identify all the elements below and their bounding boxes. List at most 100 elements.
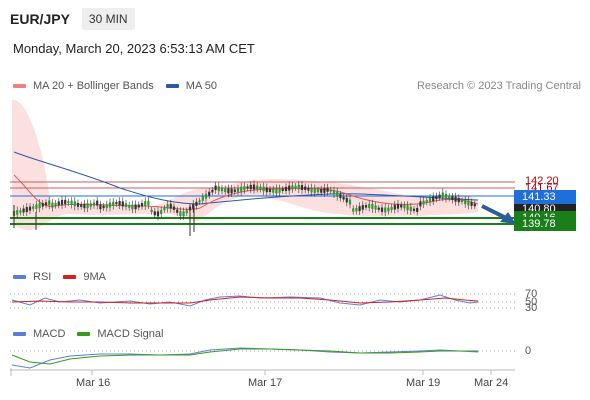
candle-body [243,186,246,191]
candle-body [35,204,38,209]
candle-body [153,211,156,216]
candle-body [336,191,339,197]
candle-body [25,207,28,213]
candle-body [86,203,89,209]
candle-body [201,196,204,201]
candle-body [80,204,83,207]
rsi-level-30: 30 [525,302,538,314]
timeframe-badge[interactable]: 30 MIN [81,8,135,30]
candle-body [473,203,476,207]
candle-body [320,189,323,193]
candle-body [297,184,300,190]
candle-body [304,186,307,190]
candle-body [227,188,230,194]
candle-body [268,189,272,193]
macd-legend: MACD MACD Signal [13,328,175,340]
candle-body [403,204,406,209]
candle-body [326,187,329,192]
candle-body [131,204,134,210]
candle-body [374,205,377,210]
candle-body [396,203,400,209]
candle-body [278,188,281,193]
candle-body [406,205,409,211]
candle-body [144,201,147,207]
x-label-mar17: Mar 17 [248,377,283,389]
price-candles [12,180,476,236]
candle-body [89,203,92,207]
candle-body [441,192,444,198]
candle-body [454,196,457,202]
candle-body [307,187,310,191]
candle-body [419,201,422,207]
candle-body [118,200,121,206]
candle-body [44,202,48,206]
candle-body [54,202,57,206]
support-2-label: 139.78 [514,217,576,231]
candle-body [464,199,467,205]
candle-body [198,200,201,203]
candle-body [220,187,224,192]
candle-body [105,204,108,209]
candle-body [137,204,140,208]
candle-body [70,200,73,205]
candle-body [444,193,448,199]
candle-body [252,184,256,190]
candle-body [272,189,275,193]
candle-body [256,185,259,190]
candle-body [291,185,294,190]
candle-body [288,185,291,191]
candle-body [115,202,118,205]
legend-rsi: RSI [13,271,51,283]
candle-body [358,206,361,212]
candle-body [313,188,316,194]
candle-body [368,204,371,208]
candle-body [262,186,265,192]
candle-body [348,199,352,205]
candle-body [60,199,64,205]
chart-datetime: Monday, March 20, 2023 6:53:13 AM CET [13,41,255,56]
candle-body [457,198,460,203]
candle-body [163,207,166,211]
candle-body [172,206,176,210]
candle-body [316,189,320,193]
candle-body [361,205,364,210]
candle-body [16,210,19,215]
candle-body [140,203,144,207]
instrument-name: EUR/JPY [10,11,70,27]
candle-body [156,211,160,217]
candle-body [371,203,374,209]
candle-body [377,207,380,210]
candle-body [182,211,185,217]
legend-ma20: MA 20 + Bollinger Bands [13,80,154,92]
candle-body [281,188,284,191]
candle-body [28,206,32,211]
candle-body [185,210,188,214]
macd-line [11,347,479,369]
candle-body [393,204,396,210]
candle-body [147,200,150,206]
candle-body [179,211,182,216]
candle-body [134,204,137,210]
candle-body [166,204,169,209]
candle-body [416,207,419,212]
research-credit: Research © 2023 Trading Central [416,80,581,92]
candle-body [384,207,387,213]
candle-body [224,188,227,193]
candle-body [352,208,355,212]
candle-body [294,185,297,189]
candle-body [265,187,268,193]
x-label-mar19: Mar 19 [406,377,441,389]
candle-body [448,195,451,199]
ma20-line [13,174,479,210]
candle-body [323,187,326,193]
candle-body [470,202,473,206]
candle-body [22,208,25,213]
legend-rsi-ma: 9MA [63,271,106,283]
macd-signal-line [11,348,478,365]
candle-body [275,188,278,194]
candle-body [51,202,54,208]
candle-body [217,186,220,192]
candle-body [259,186,262,190]
candle-body [150,209,153,212]
rsi-legend: RSI 9MA [13,271,118,283]
